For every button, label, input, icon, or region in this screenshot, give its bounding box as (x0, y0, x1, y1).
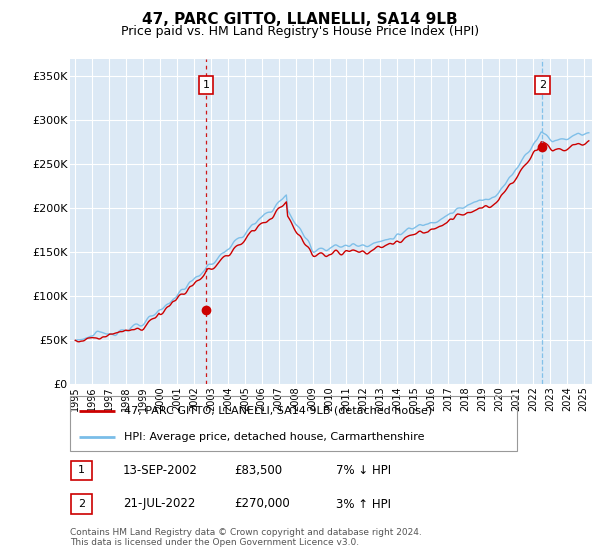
Text: 13-SEP-2002: 13-SEP-2002 (123, 464, 198, 477)
Text: 1: 1 (202, 80, 209, 90)
Text: 2: 2 (78, 499, 85, 509)
Text: 21-JUL-2022: 21-JUL-2022 (123, 497, 196, 511)
Text: Price paid vs. HM Land Registry's House Price Index (HPI): Price paid vs. HM Land Registry's House … (121, 25, 479, 38)
Text: 47, PARC GITTO, LLANELLI, SA14 9LB (detached house): 47, PARC GITTO, LLANELLI, SA14 9LB (deta… (124, 406, 432, 416)
Text: 1: 1 (78, 465, 85, 475)
Text: 3% ↑ HPI: 3% ↑ HPI (336, 497, 391, 511)
Text: Contains HM Land Registry data © Crown copyright and database right 2024.
This d: Contains HM Land Registry data © Crown c… (70, 528, 422, 547)
Text: 7% ↓ HPI: 7% ↓ HPI (336, 464, 391, 477)
Text: £83,500: £83,500 (234, 464, 282, 477)
Text: £270,000: £270,000 (234, 497, 290, 511)
Text: 47, PARC GITTO, LLANELLI, SA14 9LB: 47, PARC GITTO, LLANELLI, SA14 9LB (142, 12, 458, 27)
Text: HPI: Average price, detached house, Carmarthenshire: HPI: Average price, detached house, Carm… (124, 432, 424, 442)
Text: 2: 2 (539, 80, 546, 90)
